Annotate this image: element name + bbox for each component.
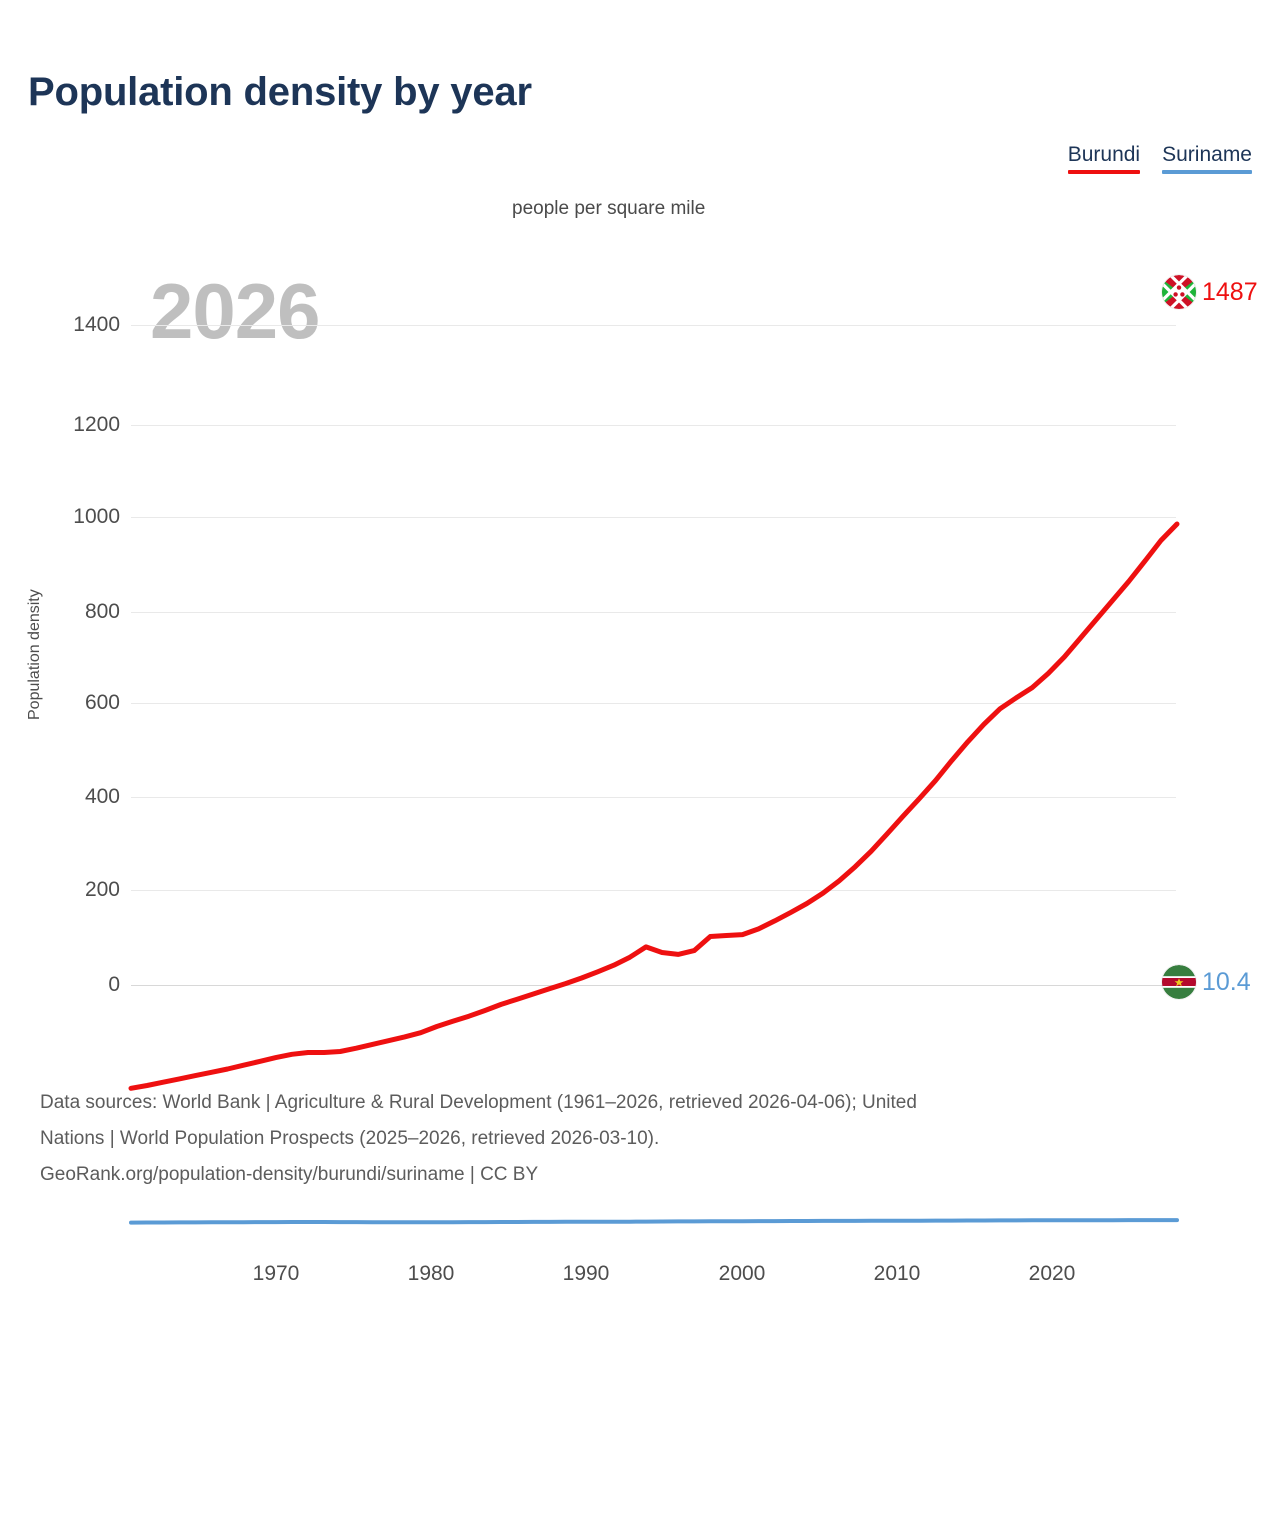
suriname-endpoint[interactable]: 10.4 bbox=[1162, 965, 1251, 999]
page-title: Population density by year bbox=[28, 70, 532, 114]
suriname-flag-icon bbox=[1162, 965, 1196, 999]
footer-line-1: Data sources: World Bank | Agriculture &… bbox=[40, 1092, 917, 1113]
chart-area: 2026 1400 1200 1000 800 600 400 200 0 Po… bbox=[0, 240, 1280, 1285]
gridline-1400 bbox=[131, 325, 1176, 326]
gridline-400 bbox=[131, 797, 1176, 798]
y-tick-400: 400 bbox=[84, 785, 120, 808]
y-tick-1400: 1400 bbox=[73, 313, 120, 336]
x-tick-2000: 2000 bbox=[718, 1262, 766, 1285]
legend-item-burundi[interactable]: Burundi bbox=[1067, 143, 1141, 174]
legend-rule-suriname bbox=[1162, 170, 1252, 174]
burundi-end-value: 1487 bbox=[1202, 277, 1258, 306]
x-tick-2020: 2020 bbox=[1028, 1262, 1076, 1285]
legend: Burundi Suriname bbox=[1067, 143, 1252, 174]
x-tick-1980: 1980 bbox=[407, 1262, 455, 1285]
x-tick-2010: 2010 bbox=[873, 1262, 921, 1285]
y-tick-600: 600 bbox=[84, 691, 120, 714]
y-tick-800: 800 bbox=[84, 600, 120, 623]
y-tick-1200: 1200 bbox=[73, 413, 120, 436]
gridline-600 bbox=[131, 703, 1176, 704]
footer-line-3: GeoRank.org/population-density/burundi/s… bbox=[40, 1164, 539, 1185]
footer-line-2: Nations | World Population Prospects (20… bbox=[40, 1128, 660, 1149]
gridline-1000 bbox=[131, 517, 1176, 518]
x-tick-1970: 1970 bbox=[252, 1262, 300, 1285]
chart-subtitle: people per square mile bbox=[512, 198, 706, 219]
chart-page: Population density by year Burundi Surin… bbox=[0, 70, 1280, 1285]
gridline-200 bbox=[131, 890, 1176, 891]
gridline-800 bbox=[131, 612, 1176, 613]
legend-label-burundi: Burundi bbox=[1067, 143, 1141, 166]
chart-lines bbox=[128, 521, 1180, 1225]
y-tick-0: 0 bbox=[108, 973, 120, 996]
y-tick-1000: 1000 bbox=[73, 505, 120, 528]
y-tick-200: 200 bbox=[84, 878, 120, 901]
line-burundi bbox=[128, 521, 1180, 1091]
axis-zero-line bbox=[131, 985, 1176, 986]
footer: Data sources: World Bank | Agriculture &… bbox=[40, 1085, 1250, 1193]
year-watermark: 2026 bbox=[150, 267, 321, 355]
x-tick-1990: 1990 bbox=[562, 1262, 610, 1285]
burundi-flag-icon bbox=[1162, 275, 1196, 309]
line-suriname bbox=[129, 1218, 1179, 1225]
legend-rule-burundi bbox=[1067, 170, 1141, 174]
suriname-end-value: 10.4 bbox=[1202, 967, 1251, 996]
legend-item-suriname[interactable]: Suriname bbox=[1162, 143, 1252, 174]
burundi-endpoint[interactable]: 1487 bbox=[1162, 275, 1258, 309]
gridline-1200 bbox=[131, 425, 1176, 426]
legend-label-suriname: Suriname bbox=[1162, 143, 1252, 166]
